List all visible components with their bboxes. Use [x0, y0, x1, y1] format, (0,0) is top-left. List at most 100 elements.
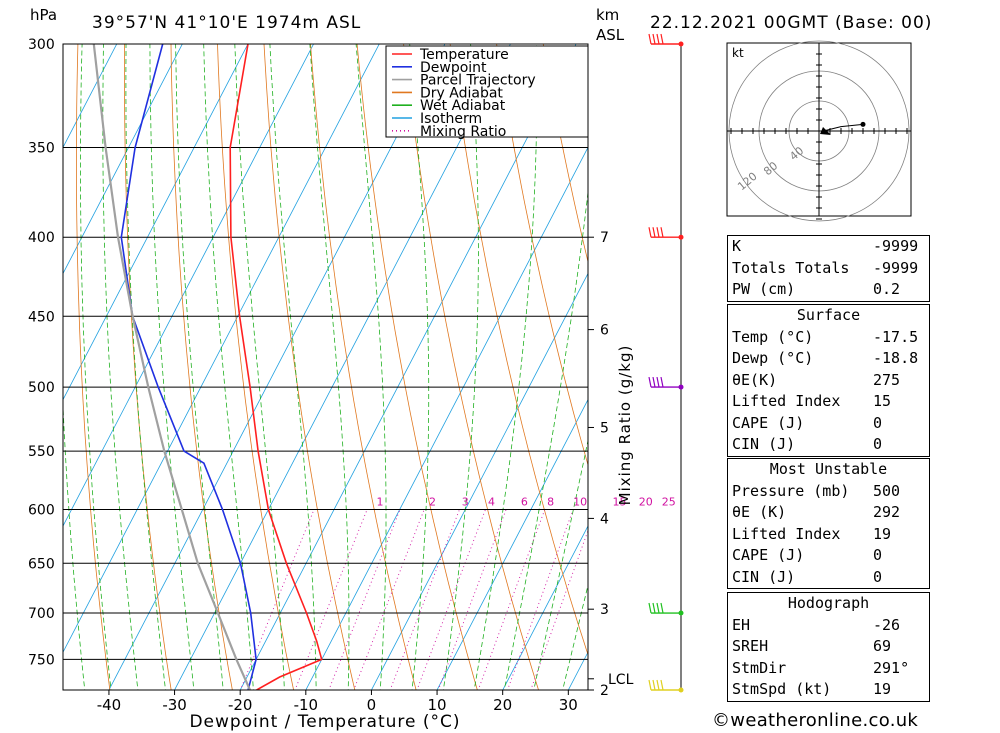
mixing-ratio-label: 3	[462, 496, 469, 509]
copyright-footer: ©weatheronline.co.uk	[712, 710, 919, 731]
index-row: Pressure (mb) 500	[728, 481, 929, 503]
x-tick-label: 10	[428, 696, 447, 714]
km-tick-label: 4	[600, 511, 609, 527]
index-row: CAPE (J) 0	[728, 545, 929, 567]
x-axis-label: Dewpoint / Temperature (°C)	[189, 712, 460, 732]
index-value: 19	[873, 680, 892, 698]
index-label: Lifted Index	[732, 392, 841, 410]
barb-feather	[660, 33, 664, 45]
mixing-ratio-line	[416, 509, 486, 690]
pressure-tick-label: 450	[28, 309, 55, 325]
legend-label: Dewpoint	[420, 60, 487, 76]
index-label: θE (K)	[732, 503, 787, 521]
index-row: Temp (°C) -17.5	[728, 327, 929, 349]
dry-adiabat-line	[403, 44, 539, 690]
index-label: CIN (J)	[732, 567, 796, 586]
barb-feather	[652, 602, 656, 614]
index-table-surface: Surface Temp (°C) -17.5 Dewp (°C) -18.8 θE…	[727, 304, 930, 457]
index-label: EH	[732, 615, 751, 634]
dry-adiabat-line	[217, 44, 295, 690]
index-value: -26	[873, 615, 901, 634]
x-tick-label: -30	[162, 696, 187, 714]
x-tick-label: 30	[559, 696, 578, 714]
isotherm-line	[63, 44, 183, 275]
legend-label: Mixing Ratio	[420, 124, 506, 140]
isotherm-line	[502, 525, 588, 690]
index-value: 500	[873, 481, 901, 500]
profile-lines	[92, 44, 323, 690]
wet-adiabat-line	[203, 44, 254, 690]
section-title-most-unstable: Most Unstable	[769, 460, 888, 478]
index-row: θE (K) 292	[728, 502, 929, 524]
pressure-tick-label: 650	[28, 556, 55, 572]
dry-adiabat-line	[75, 44, 111, 690]
dewpoint-line	[120, 44, 257, 690]
mixing-ratio-label: 25	[662, 496, 676, 509]
index-value: 19	[873, 524, 892, 543]
barb-feather	[660, 602, 664, 614]
wet-adiabat-line	[15, 21, 34, 694]
pressure-tick-label: 500	[28, 380, 55, 396]
index-value: 15	[873, 392, 892, 410]
barb-feather	[656, 602, 660, 614]
pressure-tick-label: 700	[28, 606, 55, 622]
background-lines	[15, 21, 588, 694]
index-label: PW (cm)	[732, 280, 796, 298]
mixing-ratio-line	[328, 509, 401, 690]
wet-adiabat-line	[125, 44, 166, 690]
dry-adiabat-line	[496, 44, 588, 467]
mixing-ratio-label: 10	[573, 496, 587, 509]
storm-motion-marker	[820, 127, 831, 135]
legend-label: Wet Adiabat	[420, 98, 506, 114]
index-value: 0	[873, 546, 883, 564]
wind-barb	[648, 33, 684, 47]
barb-feather	[660, 376, 664, 388]
barb-feather	[660, 227, 664, 238]
isotherm-line	[63, 44, 314, 527]
km-label: km	[596, 6, 619, 24]
index-row: EH -26	[728, 615, 929, 637]
mixing-ratio-labels: 1 2 3 4 6 8 10 15 20 25	[376, 496, 675, 509]
isotherm-line	[63, 44, 380, 654]
temperature-line	[229, 44, 323, 690]
mixing-ratio-line	[239, 509, 315, 690]
index-row: StmSpd (kt) 19	[728, 679, 929, 701]
location-title: 39°57'N 41°10'E 1974m ASL	[92, 13, 361, 33]
hodograph-unit-label: kt	[732, 46, 744, 60]
dry-adiabat-line	[310, 44, 417, 690]
index-value: 0	[873, 435, 883, 453]
pressure-tick-label: 350	[28, 141, 55, 157]
index-value: 0.2	[873, 280, 901, 298]
pressure-tick-label: 400	[28, 230, 55, 246]
index-row: Lifted Index 15	[728, 391, 929, 413]
km-tick-label: 3	[600, 602, 609, 618]
barb-feather	[660, 679, 664, 691]
mixing-ratio-line	[353, 509, 425, 690]
barb-feather	[648, 33, 652, 45]
km-tick-label: 2	[600, 683, 609, 699]
legend-label: Isotherm	[420, 111, 482, 127]
mixing-ratio-label: 15	[613, 496, 627, 509]
index-label: CAPE (J)	[732, 413, 805, 432]
index-value: 275	[873, 370, 901, 389]
index-label: SREH	[732, 637, 769, 655]
wind-barb	[648, 602, 684, 616]
index-label: Totals Totals	[732, 258, 850, 277]
index-row: SREH 69	[728, 636, 929, 658]
isotherm-line	[63, 44, 118, 149]
wind-barb	[648, 376, 684, 390]
index-value: 0	[873, 567, 883, 586]
isotherm-line	[305, 146, 588, 690]
barb-feather	[648, 679, 652, 691]
pressure-tick-label: 600	[28, 503, 55, 519]
wet-adiabat-line	[37, 21, 60, 694]
x-tick-label: 0	[367, 696, 377, 714]
index-value: 0	[873, 413, 883, 432]
index-row: CIN (J) 0	[728, 434, 929, 456]
index-label: θE(K)	[732, 370, 778, 389]
index-label: StmSpd (kt)	[732, 680, 832, 698]
wind-barb	[648, 679, 684, 693]
legend-label: Dry Adiabat	[420, 85, 503, 101]
